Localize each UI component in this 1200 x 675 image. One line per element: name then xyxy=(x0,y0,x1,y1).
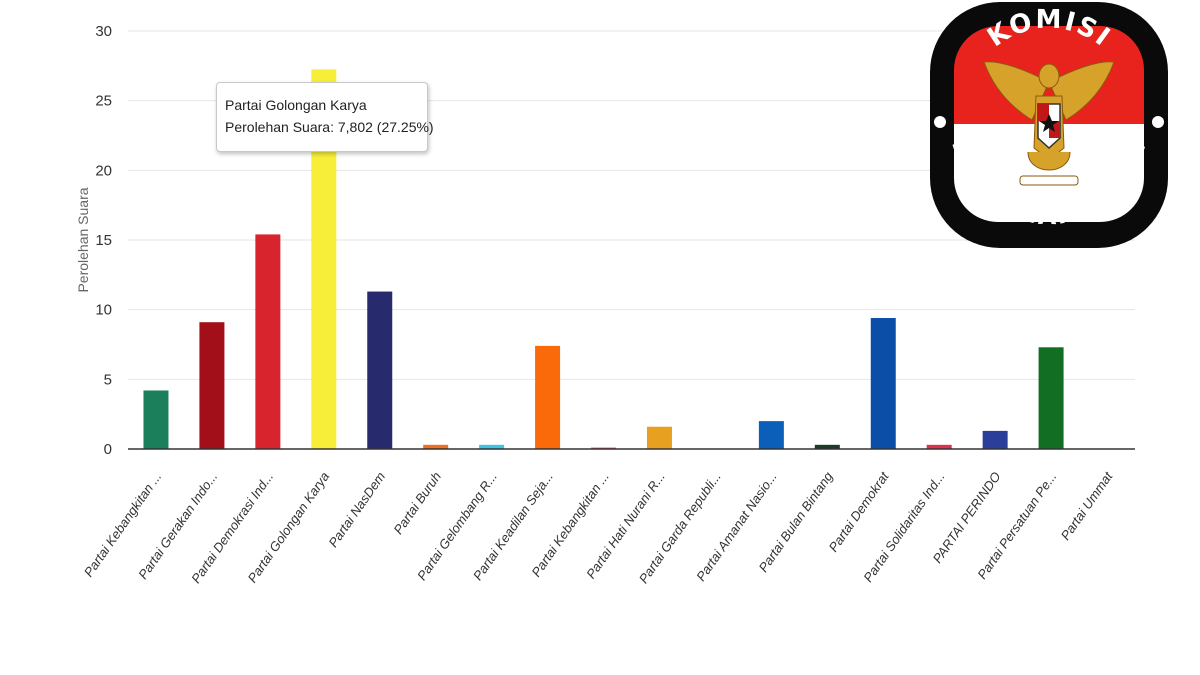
y-axis-label: Perolehan Suara xyxy=(75,187,91,292)
y-tick-label: 10 xyxy=(95,302,112,319)
x-category-label: Partai Demokrat xyxy=(826,468,893,555)
bar[interactable] xyxy=(199,322,225,449)
kpu-logo: KOMISI PEMILIHAN UMUM xyxy=(930,2,1168,248)
x-category-label: Partai Buruh xyxy=(390,469,444,537)
tooltip-title: Partai Golongan Karya xyxy=(225,97,367,113)
logo-right-dot xyxy=(1152,116,1164,128)
tooltip-value: Perolehan Suara: 7,802 (27.25%) xyxy=(225,119,434,135)
bar[interactable] xyxy=(143,390,169,449)
y-tick-label: 30 xyxy=(95,23,112,40)
bar[interactable] xyxy=(479,444,505,449)
bar[interactable] xyxy=(646,426,672,449)
y-axis-ticks: 0 5 10 15 20 25 30 xyxy=(95,23,112,458)
bar[interactable] xyxy=(814,444,840,449)
x-category-label: Partai Ummat xyxy=(1058,468,1117,543)
y-tick-label: 20 xyxy=(95,162,112,179)
y-tick-label: 15 xyxy=(95,232,112,249)
bar[interactable] xyxy=(1038,347,1064,449)
bar[interactable] xyxy=(926,444,952,449)
bar[interactable] xyxy=(870,318,896,449)
bar-tooltip: Partai Golongan Karya Perolehan Suara: 7… xyxy=(216,82,434,152)
bar[interactable] xyxy=(982,430,1008,449)
x-axis-category-labels: Partai Kebangkitan ...Partai Gerakan Ind… xyxy=(81,468,1116,586)
bar[interactable] xyxy=(535,345,561,449)
bar[interactable] xyxy=(255,234,281,449)
y-tick-label: 0 xyxy=(104,441,112,458)
logo-left-dot xyxy=(934,116,946,128)
y-tick-label: 25 xyxy=(95,93,112,110)
garuda-emblem-icon xyxy=(983,61,1115,186)
bar[interactable] xyxy=(423,444,449,449)
x-category-label: Partai NasDem xyxy=(325,469,388,550)
bar[interactable] xyxy=(367,291,393,449)
bar[interactable] xyxy=(758,421,784,449)
y-tick-label: 5 xyxy=(104,371,112,388)
